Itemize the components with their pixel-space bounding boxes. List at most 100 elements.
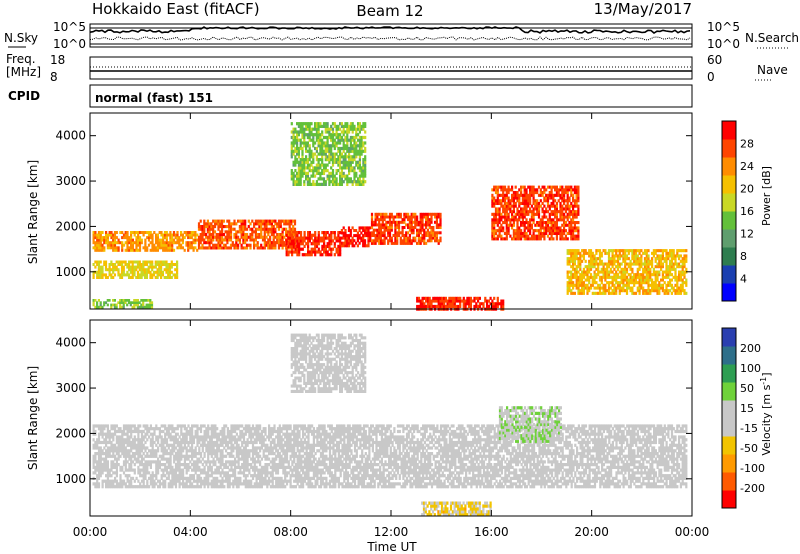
power-cell	[92, 301, 95, 304]
power-cell	[288, 227, 291, 231]
power-cell	[566, 218, 569, 222]
power-cell	[600, 251, 603, 255]
power-cell	[112, 243, 115, 247]
power-cell	[624, 265, 627, 269]
power-cell	[323, 233, 326, 237]
power-cell	[600, 275, 603, 279]
power-cell	[269, 230, 272, 234]
power-cell	[115, 241, 118, 245]
power-cell	[403, 234, 406, 237]
power-cell	[261, 246, 265, 250]
power-cell	[555, 185, 558, 189]
power-cell	[363, 241, 367, 245]
power-cell	[651, 265, 654, 269]
power-cell	[321, 171, 324, 175]
power-cell	[290, 135, 293, 140]
power-cell	[358, 122, 361, 126]
power-cell	[244, 222, 247, 226]
power-cell	[222, 243, 225, 247]
power-cell	[618, 281, 621, 285]
power-cell	[315, 171, 318, 175]
velocity-cell	[178, 485, 181, 489]
power-cell	[652, 273, 655, 277]
power-cell	[349, 124, 352, 128]
power-cell	[502, 185, 505, 189]
power-cell	[135, 236, 138, 240]
power-cell	[144, 241, 147, 245]
power-cell	[144, 263, 147, 266]
power-cell	[349, 149, 352, 153]
velocity-cell	[164, 463, 167, 467]
power-cell	[570, 257, 573, 261]
power-cell	[541, 226, 544, 230]
power-cell	[298, 236, 301, 240]
power-cell	[559, 201, 562, 205]
power-cell	[212, 235, 215, 239]
power-cell	[99, 301, 102, 304]
power-cell	[607, 270, 611, 274]
power-cell	[557, 231, 560, 235]
power-cell	[555, 229, 558, 233]
power-cell	[678, 278, 681, 282]
power-cell	[205, 246, 208, 250]
velocity-cell	[171, 452, 174, 456]
power-cell	[306, 144, 309, 148]
power-cell	[679, 291, 682, 295]
power-cell	[595, 281, 598, 285]
power-cell	[269, 219, 272, 223]
power-cell	[256, 246, 259, 250]
power-cell	[387, 239, 390, 243]
power-cell	[426, 215, 429, 219]
power-cell	[143, 305, 147, 309]
power-cell	[407, 236, 410, 240]
velocity-cell	[117, 440, 120, 445]
power-cell	[634, 254, 638, 258]
power-cell	[128, 241, 131, 245]
power-cell	[505, 212, 508, 216]
power-cell	[523, 223, 526, 227]
power-cell	[523, 204, 526, 208]
power-cell	[276, 235, 279, 239]
power-cell	[494, 210, 498, 214]
power-cell	[301, 171, 304, 175]
power-cell	[292, 130, 295, 134]
velocity-cell	[153, 429, 156, 434]
power-cell	[416, 234, 419, 237]
power-cell	[288, 219, 291, 223]
power-cell	[550, 193, 553, 197]
power-cell	[358, 124, 361, 128]
power-cell	[317, 122, 320, 126]
power-cell	[658, 283, 661, 287]
power-cell	[421, 226, 424, 229]
power-cell	[348, 149, 351, 153]
power-cell	[505, 234, 508, 238]
power-cell	[154, 270, 157, 274]
power-cell	[627, 281, 630, 285]
power-cell	[269, 227, 272, 231]
velocity-cell	[165, 429, 169, 434]
power-cell	[640, 254, 643, 258]
power-cell	[606, 275, 609, 279]
power-cell	[464, 302, 467, 306]
power-cell	[502, 302, 505, 306]
power-cell	[165, 236, 168, 240]
power-cell	[253, 246, 256, 250]
power-cell	[430, 218, 433, 222]
power-cell	[314, 146, 317, 151]
velocity-cell	[94, 468, 97, 472]
power-cell	[494, 212, 498, 216]
power-cell	[210, 225, 213, 229]
velocity-cell	[126, 440, 129, 445]
velocity-cell	[99, 446, 102, 450]
power-cell	[333, 138, 336, 142]
velocity-cell	[164, 465, 167, 469]
power-cell	[312, 135, 315, 140]
power-cell	[629, 286, 632, 290]
power-cell	[649, 273, 652, 277]
velocity-cell	[96, 474, 99, 478]
power-cell	[545, 229, 548, 233]
power-cell	[568, 185, 571, 189]
velocity-cell	[173, 438, 176, 442]
velocity-cell	[173, 457, 176, 461]
power-cell	[416, 218, 419, 222]
